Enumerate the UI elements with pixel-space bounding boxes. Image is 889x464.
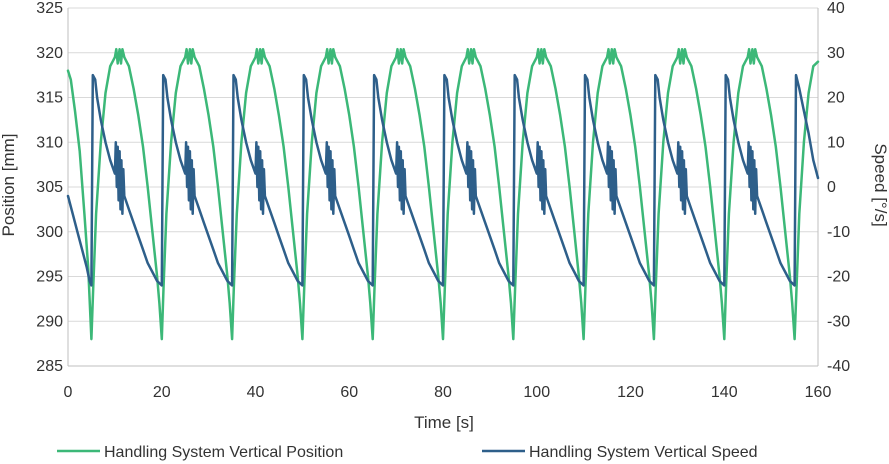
y-left-tick-label: 290 — [36, 313, 63, 330]
y-left-tick-label: 315 — [36, 90, 63, 107]
x-tick-label: 0 — [64, 384, 73, 401]
legend: Handling System Vertical Position Handli… — [57, 444, 758, 461]
y-right-tick-label: -20 — [827, 269, 850, 286]
x-tick-label: 100 — [523, 384, 550, 401]
axes — [67, 8, 819, 367]
y-left-tick-label: 305 — [36, 179, 63, 196]
series-line-position — [66, 47, 820, 341]
legend-label-speed: Handling System Vertical Speed — [529, 444, 758, 461]
legend-label-position: Handling System Vertical Position — [104, 444, 343, 461]
y-right-tick-label: 20 — [827, 90, 845, 107]
y-axis-left-title: Position [mm] — [0, 134, 18, 237]
y-right-tick-label: 30 — [827, 45, 845, 62]
x-tick-label: 60 — [340, 384, 358, 401]
y-left-tick-label: 285 — [36, 358, 63, 375]
x-tick-label: 80 — [434, 384, 452, 401]
x-axis-title: Time [s] — [414, 413, 474, 432]
y-axis-right-title: Speed [°/s] — [871, 143, 889, 226]
y-left-tick-label: 325 — [36, 0, 63, 17]
x-tick-label: 120 — [617, 384, 644, 401]
y-right-tick-label: -30 — [827, 313, 850, 330]
x-tick-label: 160 — [805, 384, 832, 401]
y-right-tick-label: -40 — [827, 358, 850, 375]
y-left-tick-label: 320 — [36, 45, 63, 62]
series-lines — [66, 47, 820, 341]
series-line-speed — [66, 73, 820, 287]
x-tick-label: 20 — [153, 384, 171, 401]
y-left-tick-label: 300 — [36, 224, 63, 241]
y-right-tick-label: 0 — [827, 179, 836, 196]
y-left-tick-label: 295 — [36, 269, 63, 286]
x-tick-label: 40 — [247, 384, 265, 401]
y-right-tick-label: -10 — [827, 224, 850, 241]
y-left-tick-label: 310 — [36, 134, 63, 151]
y-right-tick-label: 10 — [827, 134, 845, 151]
y-right-tick-label: 40 — [827, 0, 845, 17]
x-tick-label: 140 — [711, 384, 738, 401]
tick-labels: 285290295300305310315320325-40-30-20-100… — [36, 0, 850, 401]
